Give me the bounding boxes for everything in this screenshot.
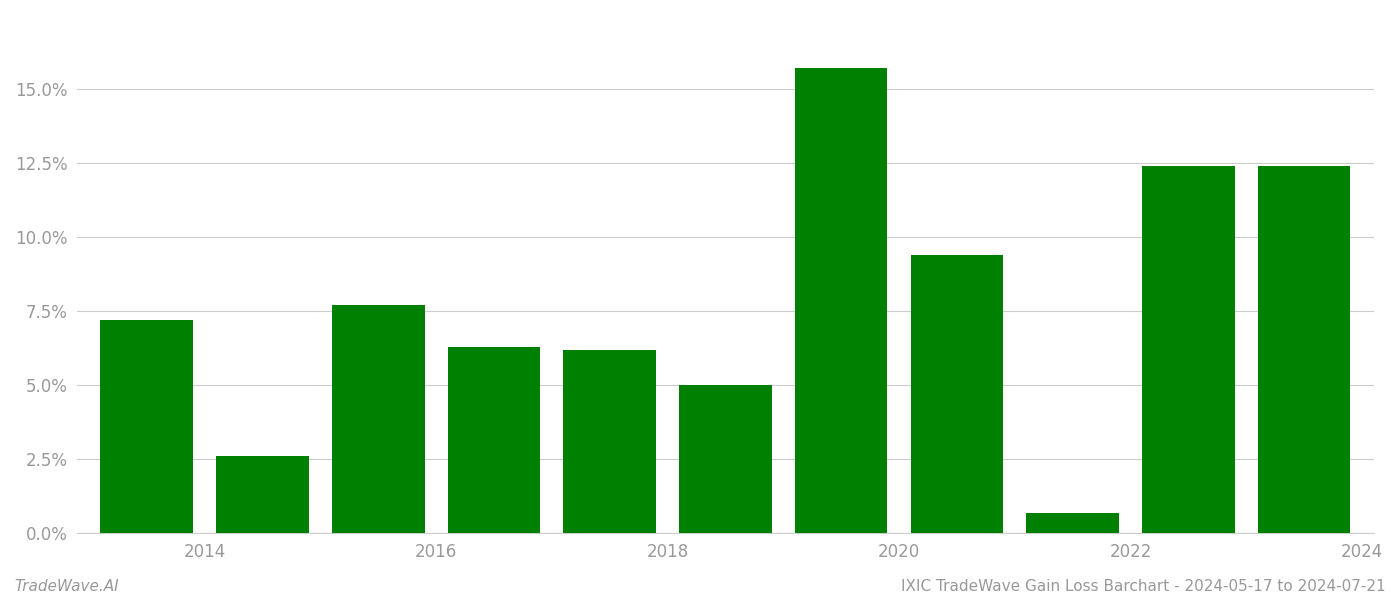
Bar [563,350,657,533]
Bar [679,385,771,533]
Bar [795,68,888,533]
Text: TradeWave.AI: TradeWave.AI [14,579,119,594]
Bar [1257,166,1351,533]
Bar [101,320,193,533]
Text: IXIC TradeWave Gain Loss Barchart - 2024-05-17 to 2024-07-21: IXIC TradeWave Gain Loss Barchart - 2024… [902,579,1386,594]
Bar [216,456,309,533]
Bar [1142,166,1235,533]
Bar [332,305,424,533]
Bar [910,255,1004,533]
Bar [1026,512,1119,533]
Bar [448,347,540,533]
